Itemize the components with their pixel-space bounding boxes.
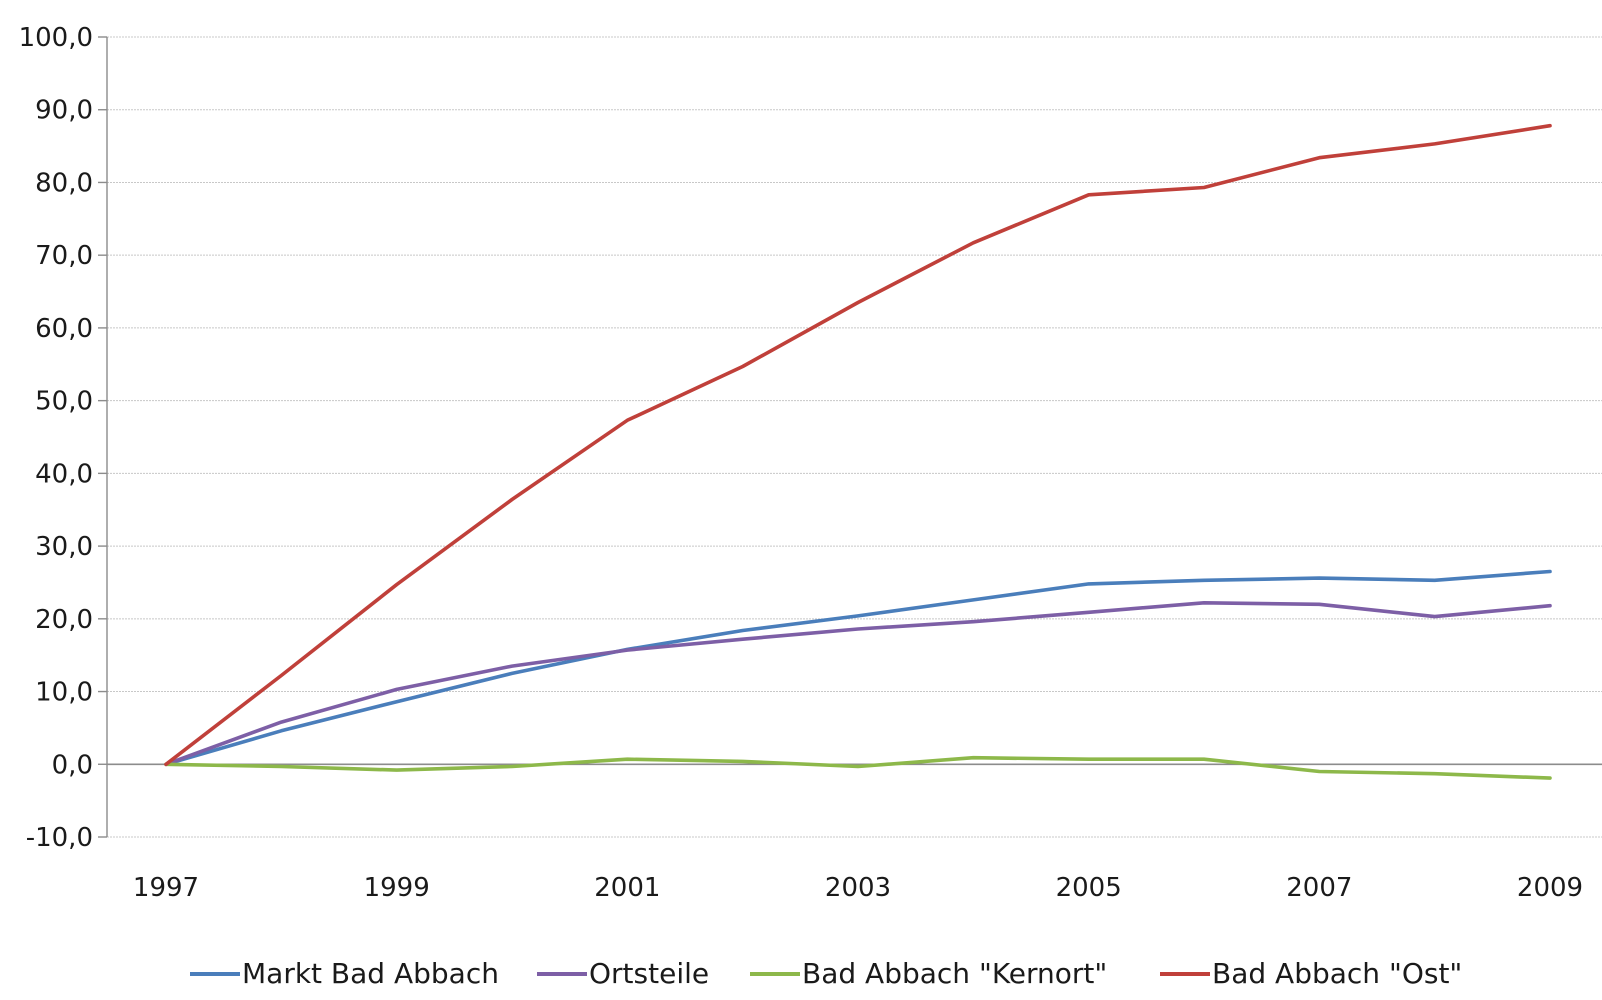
legend-label: Bad Abbach "Ost" <box>1212 957 1462 990</box>
x-tick-label: 1997 <box>133 873 199 903</box>
x-tick-label: 2009 <box>1517 873 1583 903</box>
series-line-3 <box>164 123 1552 767</box>
x-tick-label: 2001 <box>594 873 660 903</box>
legend-label: Markt Bad Abbach <box>242 957 499 990</box>
legend-label: Ortsteile <box>589 957 709 990</box>
y-tick-label: 20,0 <box>35 605 93 635</box>
x-tick-label: 1999 <box>364 873 430 903</box>
series-lines <box>164 123 1552 780</box>
y-tick-label: 80,0 <box>35 168 93 198</box>
y-tick-label: -10,0 <box>26 823 93 853</box>
y-tick-label: 40,0 <box>35 459 93 489</box>
axes <box>98 36 1602 838</box>
y-tick-label: 0,0 <box>52 750 93 780</box>
legend: Markt Bad Abbach Ortsteile Bad Abbach "Ker… <box>190 957 1462 990</box>
x-tick-label: 2003 <box>825 873 891 903</box>
y-tick-label: 100,0 <box>19 23 93 53</box>
y-tick-label: 70,0 <box>35 241 93 271</box>
series-line-2 <box>164 755 1552 780</box>
y-tick-label: 30,0 <box>35 532 93 562</box>
y-tick-label: 90,0 <box>35 96 93 126</box>
series-line-1 <box>164 600 1552 767</box>
x-tick-label: 2007 <box>1286 873 1352 903</box>
y-tick-label: 50,0 <box>35 387 93 417</box>
series-line-0 <box>164 569 1552 767</box>
y-tick-label: 10,0 <box>35 678 93 708</box>
y-axis-tick-labels: -10,0 0,0 10,0 20,0 30,0 40,0 50,0 60,0 70,0 80,0… <box>19 23 93 853</box>
x-tick-label: 2005 <box>1056 873 1122 903</box>
y-tick-label: 60,0 <box>35 314 93 344</box>
x-axis-tick-labels: 1997 1999 2001 2003 2005 2007 2009 <box>133 873 1583 903</box>
legend-label: Bad Abbach "Kernort" <box>802 957 1107 990</box>
